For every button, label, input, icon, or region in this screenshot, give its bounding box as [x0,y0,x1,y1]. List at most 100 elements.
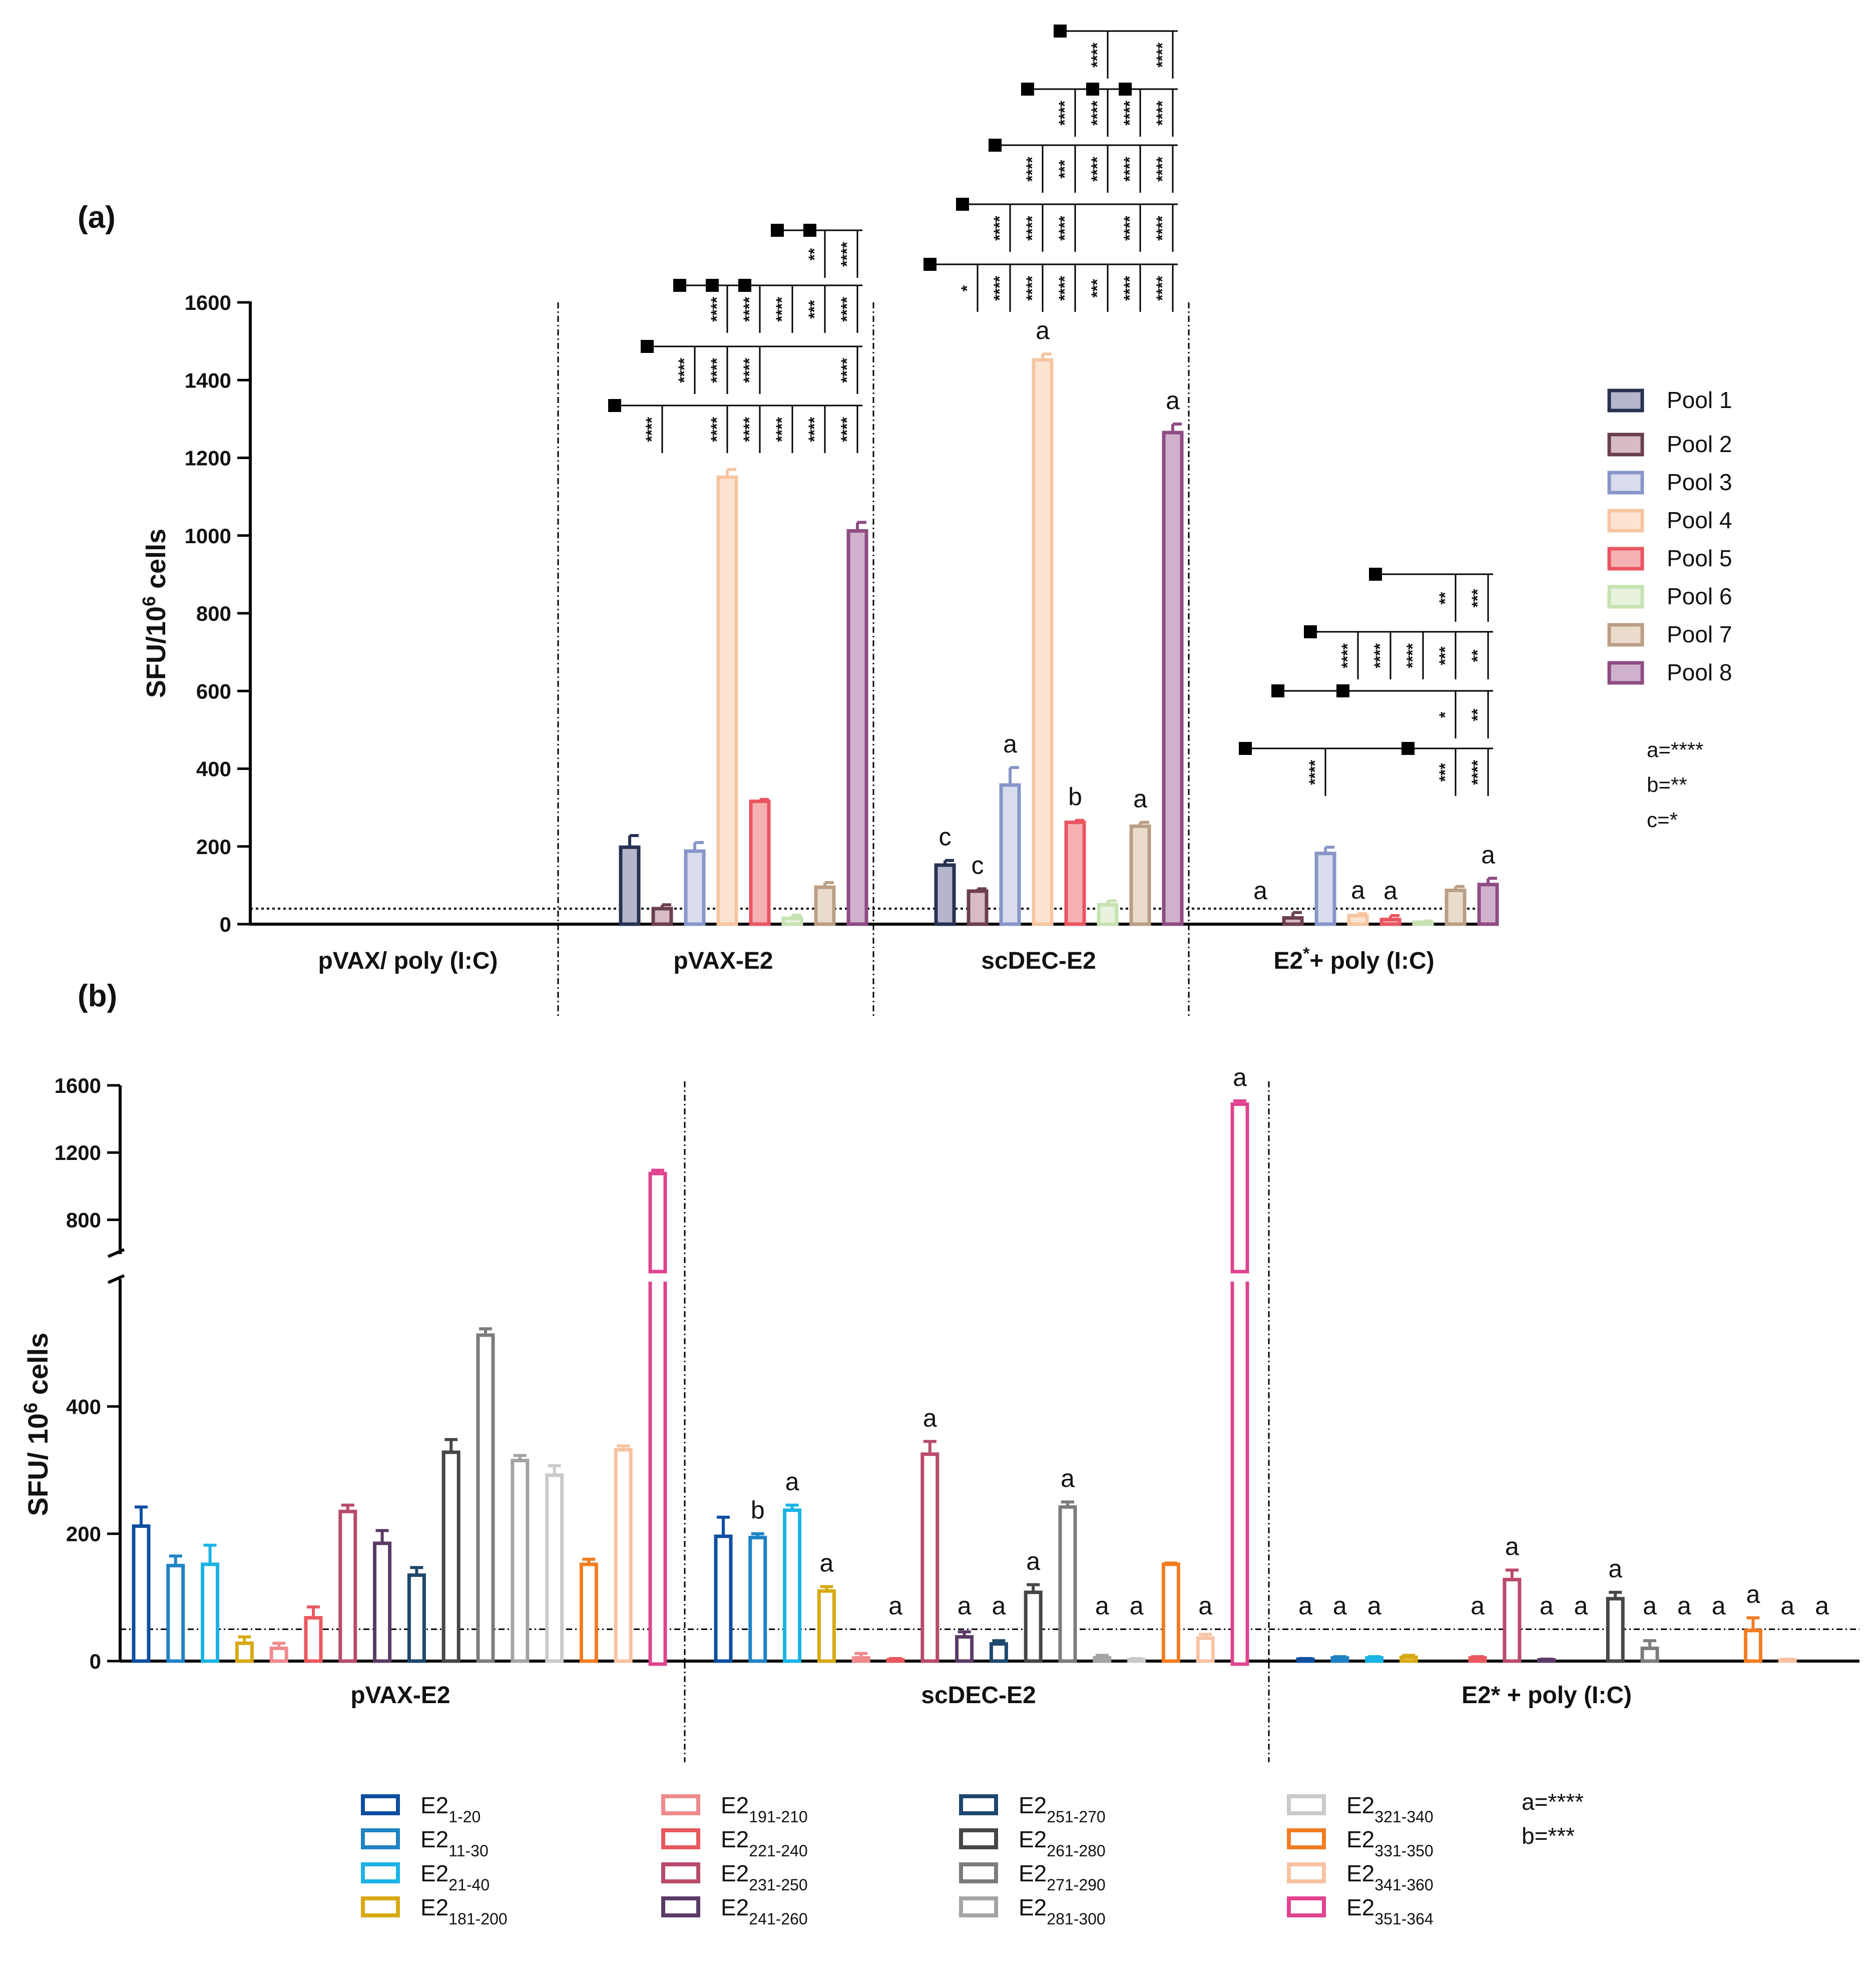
significance-stars-a: **** [740,417,758,442]
sig-letter-a: c [972,851,984,879]
significance-stars-a: ** [1469,708,1487,721]
bar-b [1330,1656,1349,1663]
significance-stars-a: **** [1153,43,1171,68]
significance-stars-a: **** [773,417,791,442]
sig-letter-a: a [1133,785,1147,813]
bar-a [814,885,836,926]
bar-a [684,849,706,926]
y-tick-label-a: 0 [220,913,231,936]
legend-b-label: E2351-364 [1346,1894,1434,1928]
significance-stars-a: * [1436,711,1454,718]
legend-a-note-3: c=* [1647,808,1678,832]
chart-b: 0 200 400 800 1200 1600 SFU/ 106 cells pVAX-E2 s… [21,1063,1859,1762]
significance-stars-a: **** [838,358,856,383]
significance-stars-a: **** [1023,276,1041,301]
group-label-a: E2*+ poly (I:C) [1273,944,1434,974]
legend-b-swatch [959,1862,998,1883]
y-tick-label-a: 1600 [185,291,231,314]
reference-marker-a [803,224,816,237]
bar-b [989,1642,1008,1663]
significance-stars-a: **** [1121,101,1139,126]
significance-stars-a: **** [1088,157,1106,182]
y-tick-label-a: 1200 [185,447,231,470]
reference-marker-a [738,279,751,292]
significance-stars-a: **** [1306,760,1324,785]
significance-stars-a: **** [1023,157,1041,182]
bar-b [1196,1636,1215,1663]
legend-a-swatch [1607,433,1644,457]
significance-stars-a: **** [740,297,758,322]
bar-a [1445,888,1467,926]
y-tick-label-a: 1400 [185,368,231,392]
legend-b-label: E211-30 [420,1826,489,1860]
significance-stars-a: **** [740,358,758,383]
reference-marker-a [1054,25,1067,38]
bar-b [304,1616,323,1663]
bar-b-upper [648,1171,667,1274]
sig-letter-b: a [1026,1547,1040,1575]
sig-letter-b: a [1130,1592,1144,1620]
bar-b [441,1450,460,1663]
significance-stars-a: *** [1436,763,1454,782]
y-axis-label-a: SFU/106 cells [139,529,172,698]
significance-stars-a: **** [1023,216,1041,241]
legend-b-label: E2241-260 [721,1894,808,1928]
bar-b [338,1509,357,1663]
bar-a [1314,852,1336,926]
legend-b-label: E2251-270 [1019,1792,1106,1826]
legend-b-note-2: b=*** [1522,1823,1575,1849]
bar-b [235,1641,254,1663]
legend-a-note-1: a=**** [1647,738,1703,761]
y-tick-label-a: 600 [196,679,231,703]
legend-a: Pool 1 Pool 2 Pool 3 Pool 4 Pool 5 Pool 6 Pool… [1607,387,1732,685]
legend-b: E21-20E211-30E221-40E2181-200E2191-210E2… [361,1792,1434,1928]
significance-stars-a: **** [1153,101,1171,126]
bar-a [934,863,956,926]
significance-stars-a: **** [1121,276,1139,301]
sig-letter-b: a [1574,1592,1588,1620]
legend-b-label: E2321-340 [1346,1792,1434,1826]
significance-stars-a: **** [708,417,726,442]
legend-a-label: Pool 2 [1667,431,1732,457]
bar-b [614,1448,633,1663]
sig-letter-a: a [1351,876,1365,904]
significance-stars-a: **** [1088,101,1106,126]
reference-marker-a [923,258,937,271]
sig-letter-b: a [1367,1592,1381,1620]
sig-letter-b: a [1780,1592,1794,1620]
bar-a [651,907,673,926]
bar-b [955,1635,974,1663]
significance-stars-a: *** [1056,160,1074,179]
sig-letter-b: b [751,1496,765,1524]
significance-stars-a: *** [1088,279,1106,298]
bar-b [1365,1656,1384,1663]
bar-b [201,1562,220,1663]
significance-stars-a: **** [675,358,693,383]
bar-a [1129,824,1151,926]
legend-b-swatch [661,1896,700,1917]
group-label-a: scDEC-E2 [981,948,1096,974]
significance-stars-a: * [958,285,976,291]
bar-a [999,783,1021,926]
significance-stars-a: **** [643,417,661,442]
group-label-b: E2* + poly (I:C) [1462,1682,1632,1709]
reference-marker-a [1021,83,1034,96]
bar-a [1032,358,1054,926]
significance-stars-a: **** [1121,216,1139,241]
bar-b [579,1562,598,1663]
bar-b [1093,1656,1112,1663]
significance-stars-a: **** [1153,216,1171,241]
significance-stars-a: **** [1371,643,1389,668]
sig-letter-b: a [1643,1592,1657,1620]
legend-a-label: Pool 6 [1667,583,1732,609]
y-tick-label-b: 1600 [55,1074,101,1097]
bar-b [1058,1505,1077,1663]
bar-b [511,1458,530,1663]
bar-a [1064,821,1086,926]
significance-stars-a: **** [1088,43,1106,68]
reference-marker-a [1369,568,1382,581]
bar-b [1743,1629,1762,1663]
legend-a-label: Pool 5 [1667,545,1732,571]
legend-a-swatch [1607,471,1644,495]
